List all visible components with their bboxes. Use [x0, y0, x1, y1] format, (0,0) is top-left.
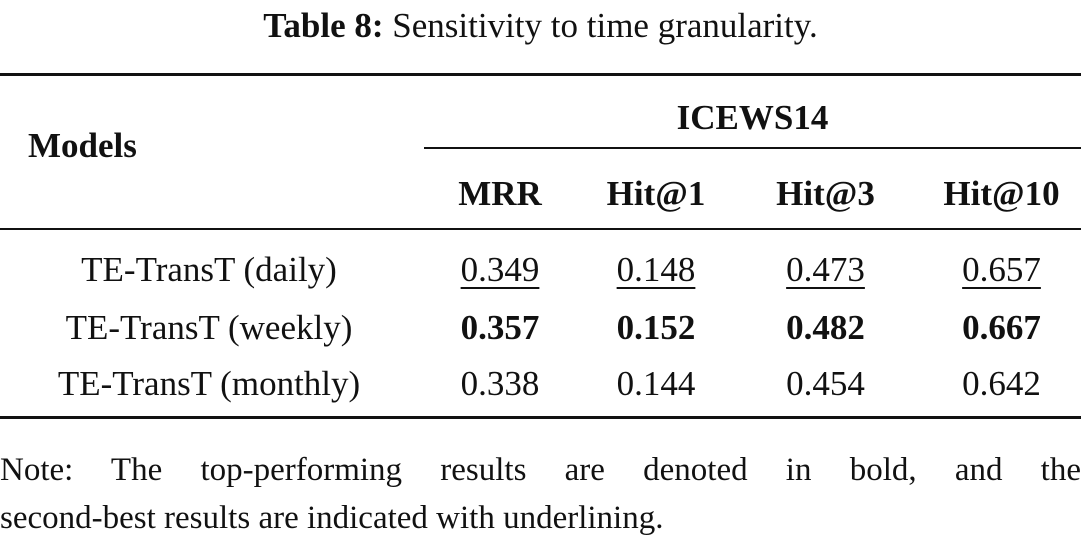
table-cell-value: 0.152 — [616, 308, 696, 347]
dataset-group-header: ICEWS14 — [676, 98, 829, 137]
table-cell-value: 0.642 — [962, 364, 1041, 403]
table-note-line-2: second-best results are indicated with u… — [0, 500, 664, 536]
models-column-header: Models — [28, 126, 137, 165]
table-cell-value: 0.667 — [962, 308, 1041, 347]
group-header-rule — [424, 147, 1081, 149]
table-caption-label: Table 8: — [263, 6, 384, 45]
table-row-model-name: TE-TransT (weekly) — [65, 308, 353, 347]
column-header-hit10: Hit@10 — [943, 174, 1060, 213]
column-header-mrr: MRR — [458, 174, 542, 213]
table-row-model-name: TE-TransT (monthly) — [57, 364, 361, 403]
table-cell-value: 0.357 — [460, 308, 540, 347]
column-header-hit3: Hit@3 — [776, 174, 875, 213]
table-caption: Table 8: Sensitivity to time granularity… — [0, 4, 1081, 48]
table-row-model-name: TE-TransT (daily) — [81, 250, 337, 289]
table-caption-text: Sensitivity to time granularity. — [392, 6, 818, 45]
table-cell-value: 0.657 — [962, 250, 1041, 289]
table-top-rule — [0, 73, 1081, 76]
table-header-rule — [0, 228, 1081, 230]
table-cell-value: 0.144 — [616, 364, 696, 403]
table-cell-value: 0.148 — [616, 250, 696, 289]
table-cell-value: 0.482 — [786, 308, 865, 347]
table-bottom-rule — [0, 416, 1081, 419]
table-cell-value: 0.349 — [460, 250, 540, 289]
table-cell-value: 0.454 — [786, 364, 865, 403]
column-header-hit1: Hit@1 — [606, 174, 706, 213]
table-note-line-1: Note: The top-performing results are den… — [0, 452, 1081, 488]
table-cell-value: 0.473 — [786, 250, 865, 289]
table-cell-value: 0.338 — [460, 364, 540, 403]
table-note: Note: The top-performing results are den… — [0, 446, 1081, 542]
